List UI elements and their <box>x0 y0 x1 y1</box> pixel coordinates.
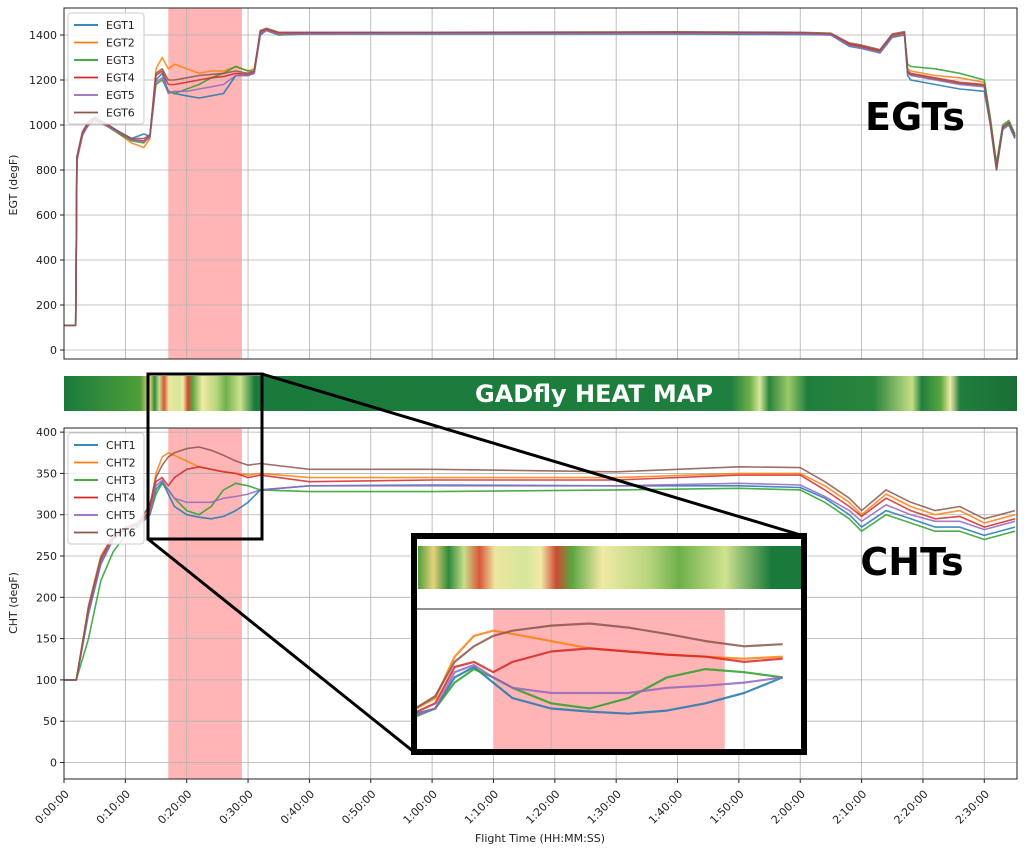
cht-xtick-label: 1:10:00 <box>462 788 501 827</box>
cht-xtick-label: 1:20:00 <box>523 788 562 827</box>
zoom-source-box <box>146 372 264 541</box>
egt-ytick-label: 600 <box>36 209 57 222</box>
cht-legend-label: CHT6 <box>106 527 136 540</box>
cht-ytick-label: 100 <box>36 674 57 687</box>
cht-legend-label: CHT5 <box>106 509 136 522</box>
cht-xtick-label: 2:30:00 <box>953 788 992 827</box>
cht-xtick-label: 1:30:00 <box>585 788 624 827</box>
cht-xtick-label: 0:10:00 <box>94 788 133 827</box>
egt-panel: 0 200 400 600 800 1000 1200 1400 EGT (degF) EGT… <box>7 7 1018 360</box>
cht-xtick-label: 0:20:00 <box>155 788 194 827</box>
egt-legend-label: EGT6 <box>106 107 135 120</box>
cht-legend-label: CHT4 <box>106 492 136 505</box>
cht-xtick-label: 2:20:00 <box>892 788 931 827</box>
cht-x-ticks: 0:00:00 0:10:00 0:20:00 0:30:00 0:40:00 0:50:… <box>33 779 992 827</box>
cht-ytick-label: 350 <box>36 467 57 480</box>
cht-legend-box <box>67 432 145 545</box>
cht-ytick-label: 300 <box>36 509 57 522</box>
egt-y-ticks: 0 200 400 600 800 1000 1200 1400 <box>29 29 64 357</box>
zoom-inset-frame <box>411 533 807 755</box>
egt-ytick-label: 1400 <box>29 29 57 42</box>
cht-y-ticks: 0 50 100 150 200 250 300 350 400 <box>36 426 64 769</box>
egt-axes-frame <box>63 7 1018 360</box>
egt-legend-label: EGT4 <box>106 72 135 85</box>
cht-legend-label: CHT2 <box>106 457 136 470</box>
egt-ytick-label: 200 <box>36 299 57 312</box>
egt-series-line-egt6 <box>64 27 1016 327</box>
heat-map-title: GADfly HEAT MAP <box>475 380 713 408</box>
egt-annotation: EGTs <box>865 95 965 139</box>
zoom-series-line-cht3 <box>416 667 783 718</box>
zoom-series-line-cht5 <box>416 663 783 717</box>
egt-ytick-label: 1200 <box>29 74 57 87</box>
cht-xtick-label: 1:00:00 <box>401 788 440 827</box>
egt-lines <box>64 27 1016 327</box>
egt-legend: EGT1 EGT2 EGT3 EGT4 EGT5 EGT6 <box>67 12 145 125</box>
egt-grid <box>63 8 1017 359</box>
cht-xtick-label: 0:00:00 <box>33 788 72 827</box>
cht-ytick-label: 400 <box>36 426 57 439</box>
cht-x-axis-label: Flight Time (HH:MM:SS) <box>475 832 605 845</box>
heat-map-bar <box>64 376 1017 411</box>
cht-xtick-label: 0:40:00 <box>278 788 317 827</box>
cht-y-axis-label: CHT (degF) <box>7 572 20 634</box>
heat-map: GADfly HEAT MAP <box>64 376 1017 411</box>
cht-ytick-label: 250 <box>36 550 57 563</box>
egt-ytick-label: 800 <box>36 164 57 177</box>
egt-legend-label: EGT1 <box>106 19 135 32</box>
egt-ytick-label: 0 <box>50 344 57 357</box>
cht-annotation: CHTs <box>860 540 963 584</box>
cht-legend-label: CHT1 <box>106 439 136 452</box>
egt-legend-label: EGT3 <box>106 54 135 67</box>
cht-xtick-label: 2:10:00 <box>830 788 869 827</box>
egt-ytick-label: 400 <box>36 254 57 267</box>
cht-xtick-label: 1:40:00 <box>646 788 685 827</box>
zoom-connector-top <box>261 372 805 538</box>
zoom-highlight-band <box>493 610 725 750</box>
egt-ytick-label: 1000 <box>29 119 57 132</box>
zoom-callout <box>146 372 807 755</box>
zoom-series-line-cht4 <box>416 647 783 714</box>
cht-axes-frame <box>63 427 1018 780</box>
zoom-lines <box>416 622 784 718</box>
egt-legend-label: EGT5 <box>106 89 135 102</box>
cht-xtick-label: 2:00:00 <box>769 788 808 827</box>
zoom-heat-bar <box>418 546 802 589</box>
cht-xtick-label: 0:50:00 <box>339 788 378 827</box>
cht-xtick-label: 1:50:00 <box>707 788 746 827</box>
egt-legend-label: EGT2 <box>106 37 135 50</box>
egt-legend-box <box>67 12 145 125</box>
zoom-series-line-cht1 <box>416 665 784 715</box>
zoom-connector-bottom <box>147 537 415 754</box>
egt-y-axis-label: EGT (degF) <box>7 155 20 216</box>
zoom-grid <box>550 610 745 750</box>
cht-ytick-label: 200 <box>36 591 57 604</box>
cht-xtick-label: 0:30:00 <box>217 788 256 827</box>
zoom-series-line-cht6 <box>416 622 783 710</box>
egt-highlight-band <box>168 8 242 359</box>
cht-ytick-label: 150 <box>36 633 57 646</box>
cht-ytick-label: 0 <box>50 756 57 769</box>
cht-legend: CHT1 CHT2 CHT3 CHT4 CHT5 CHT6 <box>67 432 145 545</box>
cht-legend-label: CHT3 <box>106 474 136 487</box>
cht-ytick-label: 50 <box>43 715 57 728</box>
